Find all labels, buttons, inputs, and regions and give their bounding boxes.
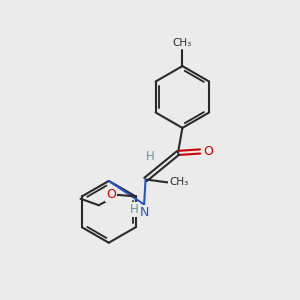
Text: H: H (146, 150, 155, 163)
Text: CH₃: CH₃ (169, 177, 188, 188)
Text: N: N (140, 206, 149, 219)
Text: O: O (203, 145, 213, 158)
Text: CH₃: CH₃ (173, 38, 192, 48)
Text: H: H (130, 203, 139, 216)
Text: O: O (106, 188, 116, 201)
